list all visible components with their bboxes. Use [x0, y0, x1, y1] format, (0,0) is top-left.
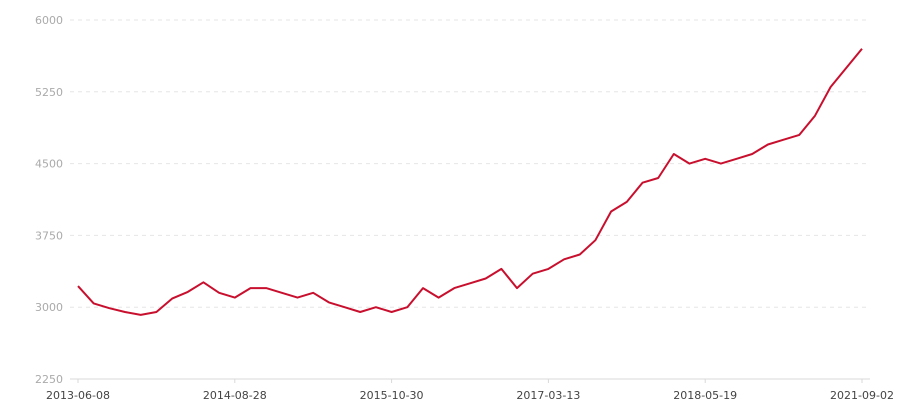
x-axis: 2013-06-08 2014-08-28 2015-10-30 2017-03-13… [46, 378, 894, 400]
grid-lines [70, 19, 870, 308]
y-tick-label: 3750 [35, 229, 63, 242]
y-axis: 2250 3000 3750 4500 5250 6000 [35, 14, 63, 386]
y-tick-label: 2250 [35, 373, 63, 386]
x-tick-label: 2017-03-13 [516, 389, 580, 400]
y-tick-label: 6000 [35, 14, 63, 27]
y-tick-label: 5250 [35, 86, 63, 99]
series-layer [77, 48, 863, 316]
series-line [77, 48, 863, 316]
x-tick-label: 2013-06-08 [46, 389, 110, 400]
x-tick-label: 2015-10-30 [360, 389, 424, 400]
y-tick-label: 4500 [35, 158, 63, 171]
y-tick-label: 3000 [35, 301, 63, 314]
x-tick-label: 2018-05-19 [673, 389, 737, 400]
x-tick-label: 2021-09-02 [830, 389, 894, 400]
x-tick-label: 2014-08-28 [203, 389, 267, 400]
